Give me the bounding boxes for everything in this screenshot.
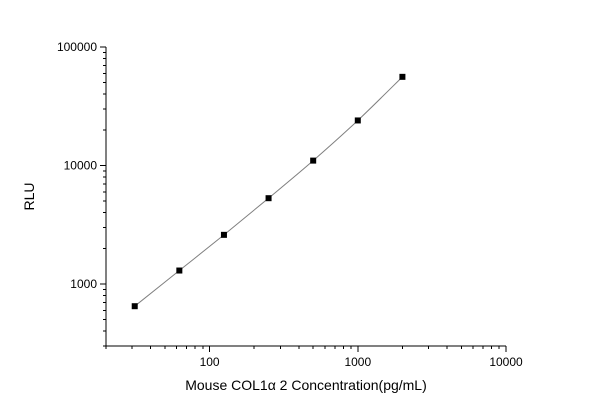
axes	[105, 47, 506, 347]
data-point	[176, 267, 183, 274]
fit-curve	[134, 76, 403, 307]
data-point	[131, 303, 138, 310]
data-point	[354, 117, 361, 124]
data-point	[310, 157, 317, 164]
data-point	[265, 195, 272, 202]
x-tick-label: 100	[200, 355, 220, 369]
fit-curve-line	[134, 76, 403, 307]
y-tick-label: 100000	[57, 40, 97, 54]
y-tick-label: 1000	[70, 277, 97, 291]
data-point	[399, 73, 406, 80]
data-points	[131, 73, 406, 310]
data-point	[220, 231, 227, 238]
x-tick-label: 1000	[344, 355, 371, 369]
x-tick-label: 10000	[489, 355, 523, 369]
y-axis-label: RLU	[21, 182, 37, 210]
ticks: 100 1000 10000 1000 10000 100000	[57, 40, 523, 369]
x-axis-label: Mouse COL1α 2 Concentration(pg/mL)	[185, 377, 427, 393]
y-tick-label: 10000	[64, 159, 98, 173]
